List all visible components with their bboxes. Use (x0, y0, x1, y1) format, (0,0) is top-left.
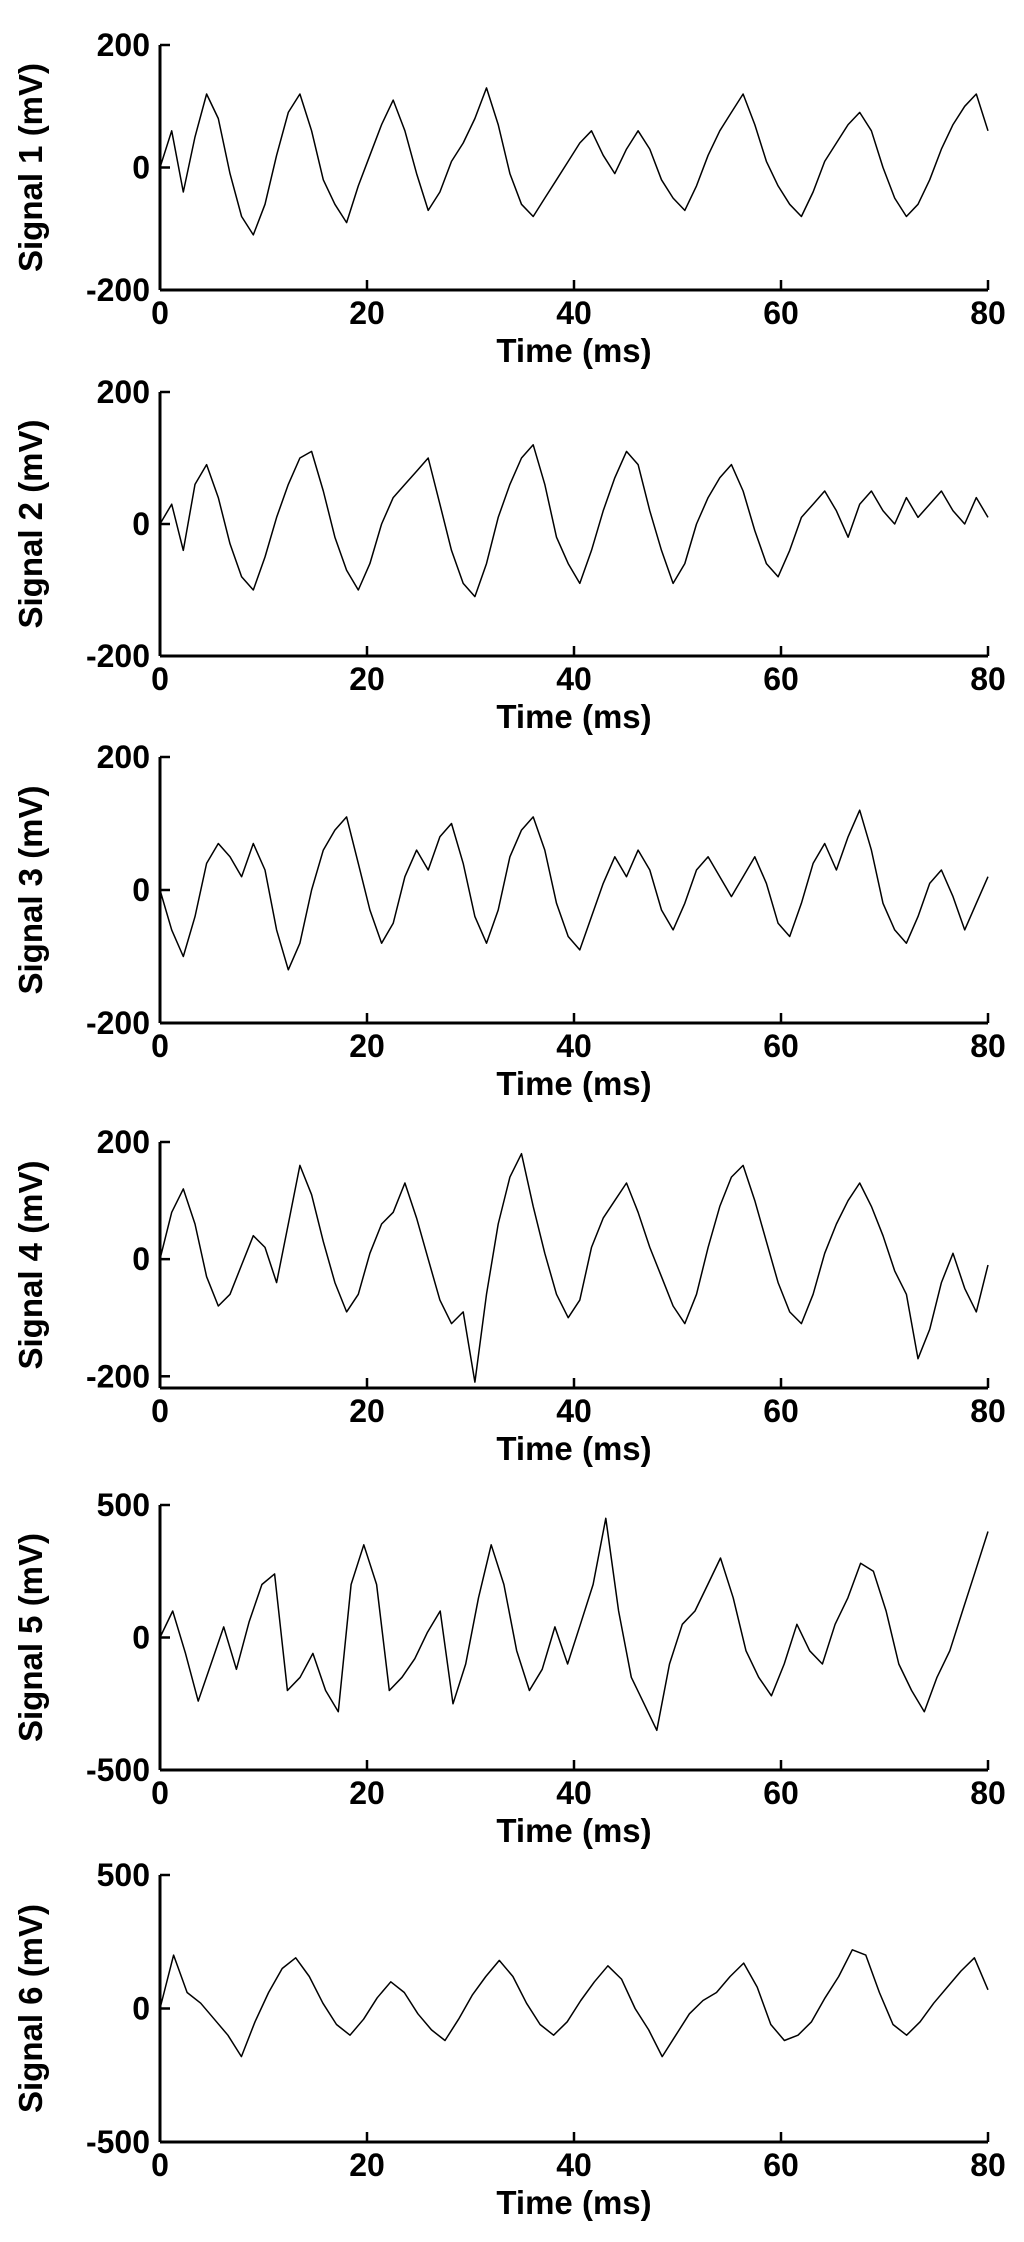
x-tick-label: 0 (151, 1028, 169, 1064)
y-axis-title: Signal 2 (mV) (12, 419, 49, 628)
x-axis-title: Time (ms) (496, 1065, 651, 1102)
x-tick-label: 40 (556, 295, 592, 331)
x-tick-label: 0 (151, 661, 169, 697)
y-tick-label: -200 (86, 1358, 150, 1394)
x-tick-label: 60 (763, 295, 799, 331)
y-tick-label: -500 (86, 1752, 150, 1788)
x-tick-label: 40 (556, 1028, 592, 1064)
x-tick-label: 60 (763, 1775, 799, 1811)
x-tick-label: 80 (970, 1028, 1006, 1064)
signal-trace-4 (159, 1152, 989, 1383)
y-tick-label: -500 (86, 2124, 150, 2160)
x-tick-label: 20 (349, 1393, 385, 1429)
x-tick-label: 0 (151, 1393, 169, 1429)
y-tick-label: 0 (132, 150, 150, 186)
x-tick-label: 0 (151, 2147, 169, 2183)
y-tick-label: -200 (86, 638, 150, 674)
x-tick-label: 20 (349, 1775, 385, 1811)
x-axis-title: Time (ms) (496, 332, 651, 369)
y-tick-label: 200 (97, 374, 150, 410)
x-tick-label: 40 (556, 2147, 592, 2183)
y-tick-label: 0 (132, 1620, 150, 1656)
x-tick-label: 0 (151, 1775, 169, 1811)
y-axis-title: Signal 5 (mV) (12, 1533, 49, 1742)
y-axis-title: Signal 3 (mV) (12, 785, 49, 994)
y-tick-label: 200 (97, 1124, 150, 1160)
x-tick-label: 80 (970, 295, 1006, 331)
x-tick-label: 40 (556, 661, 592, 697)
x-axis-title: Time (ms) (496, 1430, 651, 1467)
x-tick-label: 60 (763, 1028, 799, 1064)
x-tick-label: 20 (349, 295, 385, 331)
signal-trace-1 (159, 87, 989, 236)
x-tick-label: 80 (970, 1775, 1006, 1811)
x-axis-title: Time (ms) (496, 1812, 651, 1849)
x-tick-label: 0 (151, 295, 169, 331)
y-axis-title: Signal 6 (mV) (12, 1904, 49, 2113)
y-axis-title: Signal 4 (mV) (12, 1160, 49, 1369)
x-tick-label: 60 (763, 2147, 799, 2183)
signal-trace-3 (159, 809, 989, 971)
x-axis-title: Time (ms) (496, 698, 651, 735)
y-tick-label: -200 (86, 1005, 150, 1041)
x-tick-label: 60 (763, 1393, 799, 1429)
y-tick-label: -200 (86, 272, 150, 308)
x-tick-label: 40 (556, 1775, 592, 1811)
y-tick-label: 0 (132, 1241, 150, 1277)
signal-trace-5 (159, 1517, 989, 1732)
y-tick-label: 0 (132, 1991, 150, 2027)
x-tick-label: 20 (349, 661, 385, 697)
x-tick-label: 40 (556, 1393, 592, 1429)
x-tick-label: 80 (970, 661, 1006, 697)
signal-trace-6 (159, 1949, 989, 2058)
x-tick-label: 80 (970, 2147, 1006, 2183)
y-tick-label: 500 (97, 1487, 150, 1523)
x-axis-title: Time (ms) (496, 2184, 651, 2221)
y-tick-label: 500 (97, 1857, 150, 1893)
y-tick-label: 200 (97, 27, 150, 63)
y-axis-title: Signal 1 (mV) (12, 63, 49, 272)
y-tick-label: 0 (132, 506, 150, 542)
x-tick-label: 60 (763, 661, 799, 697)
x-tick-label: 80 (970, 1393, 1006, 1429)
x-tick-label: 20 (349, 2147, 385, 2183)
x-tick-label: 20 (349, 1028, 385, 1064)
signal-trace-2 (159, 444, 989, 598)
y-tick-label: 200 (97, 739, 150, 775)
y-tick-label: 0 (132, 872, 150, 908)
